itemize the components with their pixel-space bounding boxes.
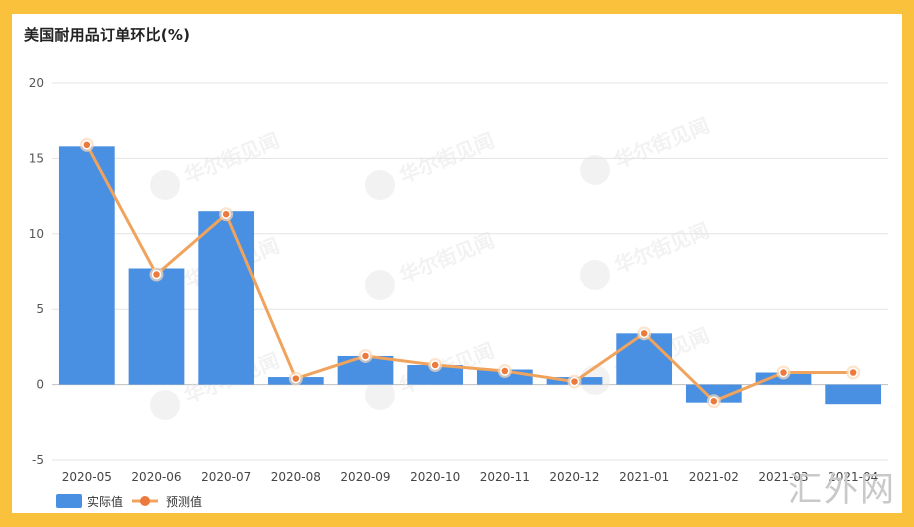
- x-tick-label: 2020-07: [201, 470, 251, 484]
- bar-actual: [616, 333, 673, 385]
- x-tick-label: 2021-03: [758, 470, 808, 484]
- forecast-line: [85, 144, 854, 403]
- watermark: 华尔街见闻: [150, 128, 283, 200]
- legend-label-actual: 实际值: [87, 494, 123, 509]
- x-tick-label: 2021-04: [828, 470, 878, 484]
- corner-watermark: 汇外网: [788, 470, 896, 510]
- forecast-point: [151, 269, 162, 280]
- watermark-text: 华尔街见闻: [396, 228, 498, 288]
- x-tick-label: 2020-08: [271, 470, 321, 484]
- watermark-logo-icon: [580, 155, 610, 185]
- forecast-point: [500, 366, 510, 376]
- watermark-logo-icon: [365, 170, 395, 200]
- x-tick-label: 2020-10: [410, 470, 460, 484]
- watermark-logo-icon: [365, 380, 395, 410]
- forecast-point: [221, 209, 231, 219]
- forecast-point: [291, 373, 301, 384]
- y-tick-label: 20: [29, 76, 44, 90]
- y-tick-label: 15: [29, 151, 44, 165]
- y-tick-label: 5: [36, 302, 44, 316]
- x-tick-label: 2020-05: [62, 470, 112, 484]
- watermark-text: 华尔街见闻: [611, 218, 713, 278]
- bar-actual: [198, 211, 255, 385]
- forecast-point: [360, 351, 371, 361]
- forecast-point: [778, 367, 789, 378]
- watermark: 华尔街见闻: [365, 228, 498, 300]
- x-tick-label: 2020-11: [480, 470, 530, 484]
- x-tick-label: 2020-06: [131, 470, 181, 484]
- forecast-point: [848, 367, 858, 378]
- watermark: 华尔街见闻: [365, 128, 498, 200]
- x-tick-label: 2021-02: [689, 470, 739, 484]
- watermark-logo-icon: [150, 390, 180, 420]
- forecast-point: [569, 376, 580, 387]
- watermark-logo-icon: [580, 260, 610, 290]
- bar-actual: [825, 384, 882, 405]
- forecast-point: [82, 140, 92, 150]
- legend-swatch-actual: [56, 494, 82, 508]
- y-tick-label: 0: [36, 378, 44, 392]
- watermark-logo-icon: [150, 170, 180, 200]
- watermark-text: 华尔街见闻: [611, 113, 713, 173]
- watermark: 华尔街见闻: [580, 113, 713, 185]
- bar-actual: [128, 268, 185, 385]
- legend-swatch-forecast-dot: [140, 496, 150, 506]
- forecast-point: [639, 328, 649, 339]
- x-tick-label: 2020-09: [340, 470, 390, 484]
- forecast-point: [430, 360, 440, 370]
- bar-actual: [407, 364, 464, 385]
- watermark-logo-icon: [365, 270, 395, 300]
- bar-actual: [58, 146, 115, 385]
- watermark: 华尔街见闻: [580, 218, 713, 290]
- legend-label-forecast: 预测值: [166, 494, 202, 509]
- y-tick-label: -5: [32, 453, 44, 467]
- x-tick-label: 2021-01: [619, 470, 669, 484]
- forecast-point: [709, 396, 719, 406]
- x-tick-label: 2020-12: [549, 470, 599, 484]
- chart-title: 美国耐用品订单环比(%): [24, 26, 191, 44]
- y-tick-label: 10: [29, 227, 44, 241]
